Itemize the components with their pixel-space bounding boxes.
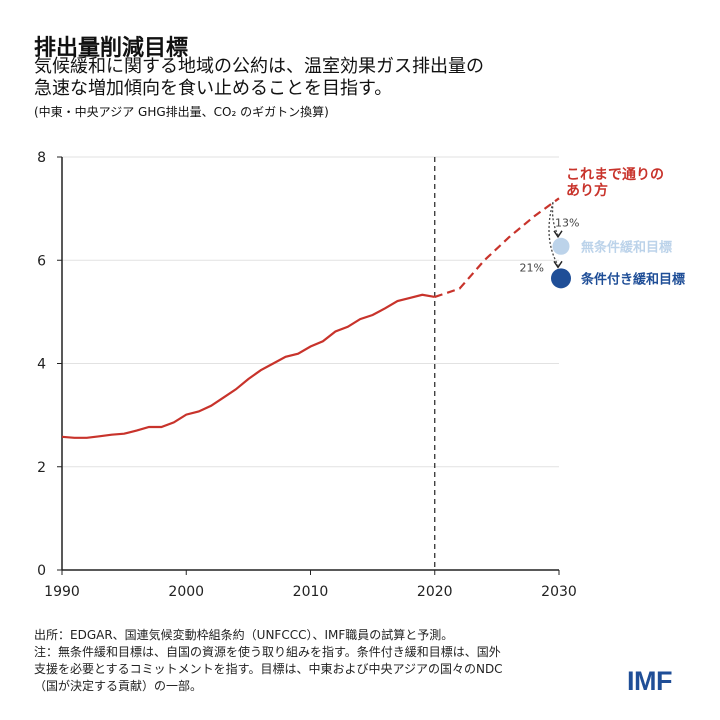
subtitle-line: 急速な増加傾向を食い止めることを目指す。 (34, 78, 393, 99)
footnotes: 出所：EDGAR、国連気候変動枠組条約（UNFCCC）、IMF職員の試算と予測。… (34, 627, 503, 695)
source-note: 出所：EDGAR、国連気候変動枠組条約（UNFCCC）、IMF職員の試算と予測。 (34, 628, 454, 642)
y-tick-label: 4 (37, 357, 46, 373)
historical-emissions-line (61, 293, 435, 439)
x-tick-label: 1990 (44, 584, 80, 600)
x-tick-label: 2030 (541, 584, 577, 600)
y-tick-label: 6 (37, 253, 46, 269)
x-tick-label: 2000 (168, 584, 204, 600)
conditional-target-label: 条件付き緩和目標 (581, 271, 685, 287)
business-as-usual-line (434, 197, 560, 298)
note-line: 注：無条件緩和目標は、自国の資源を使う取り組みを指す。条件付き緩和目標は、国外 (34, 645, 501, 659)
note-line: 支援を必要とするコミットメントを指す。目標は、中東および中央アジアの国々のNDC (34, 662, 503, 676)
unit-label: (中東・中央アジア GHG排出量、CO₂ のギガトン換算) (34, 105, 329, 119)
conditional-target-dot (551, 268, 571, 289)
arrowhead-icon (553, 230, 563, 239)
y-tick-label: 8 (37, 150, 46, 166)
arrowhead-icon (553, 260, 563, 269)
bau-label: あり方 (566, 182, 608, 199)
unconditional-target-reduction: 13% (555, 216, 579, 229)
y-tick-label: 0 (37, 563, 46, 579)
imf-logo: IMF (627, 666, 673, 696)
chart-title: 排出量削減目標 (34, 36, 189, 61)
y-tick-label: 2 (37, 460, 46, 476)
chart-subtitle: 気候緩和に関する地域の公約は、温室効果ガス排出量の 急速な増加傾向を食い止めるこ… (34, 56, 484, 100)
unconditional-target-label: 無条件緩和目標 (581, 239, 672, 255)
subtitle-line: 気候緩和に関する地域の公約は、温室効果ガス排出量の (34, 56, 484, 77)
conditional-target-reduction: 21% (520, 261, 544, 274)
x-tick-label: 2020 (417, 584, 453, 600)
note-line: （国が決定する貢献）の一部。 (34, 679, 203, 693)
bau-label: これまで通りの (566, 167, 664, 183)
x-tick-label: 2010 (293, 584, 329, 600)
unconditional-target-dot (552, 237, 570, 255)
line-chart: 0 2 4 6 8 1990 2000 2010 2020 2030 これまで通りのあり方無条件緩和… (37, 150, 685, 600)
